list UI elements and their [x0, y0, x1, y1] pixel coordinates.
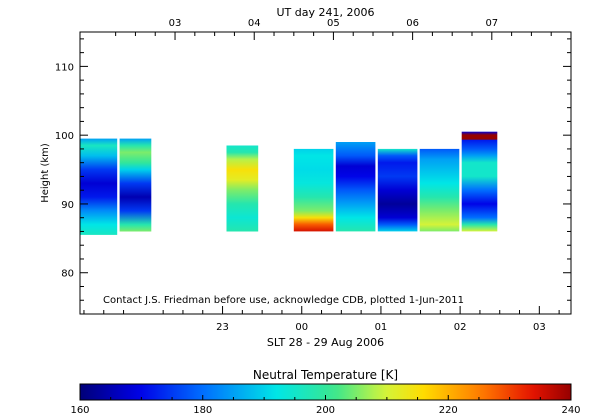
top-tick-label: 03 [169, 18, 182, 29]
heatmap-column [293, 148, 334, 232]
heatmap-column [119, 138, 152, 232]
bottom-tick-label: 01 [375, 322, 388, 333]
top-tick-label: 05 [327, 18, 340, 29]
y-axis-title: Height (km) [40, 143, 51, 203]
colorbar-title: Neutral Temperature [K] [253, 368, 398, 382]
bottom-tick-label: 02 [454, 322, 467, 333]
plot-frame [79, 31, 572, 315]
bottom-tick-label: 03 [533, 322, 546, 333]
y-tick-label: 110 [55, 62, 74, 73]
y-tick-label: 100 [55, 131, 74, 142]
axes: 23 00 01 02 03 03 04 05 06 07 80 90 100 110 [55, 18, 571, 333]
colorbar-tick-label: 200 [316, 405, 335, 416]
colorbar-tick-label: 180 [193, 405, 212, 416]
heatmap-column [461, 131, 498, 232]
y-tick-label: 90 [61, 200, 74, 211]
colorbar-tick-label: 160 [70, 405, 89, 416]
bottom-tick-label: 00 [295, 322, 308, 333]
usage-note: Contact J.S. Friedman before use, acknow… [103, 295, 464, 306]
heatmap-column [419, 148, 460, 232]
top-tick-label: 04 [248, 18, 261, 29]
top-tick-label: 07 [485, 18, 498, 29]
colorbar-tick-label: 220 [439, 405, 458, 416]
heatmap-column [80, 138, 118, 235]
y-tick-label: 80 [61, 269, 74, 280]
bottom-axis-title: SLT 28 - 29 Aug 2006 [267, 336, 384, 349]
heatmap-column [226, 145, 259, 232]
heatmap-column [335, 142, 376, 232]
bottom-tick-label: 23 [216, 322, 229, 333]
colorbar: 160 180 200 220 240 [70, 383, 581, 416]
top-axis-title: UT day 241, 2006 [277, 6, 375, 19]
top-tick-label: 06 [406, 18, 419, 29]
heatmap-cells [80, 131, 498, 235]
heatmap-column [377, 148, 418, 232]
colorbar-tick-label: 240 [561, 405, 580, 416]
